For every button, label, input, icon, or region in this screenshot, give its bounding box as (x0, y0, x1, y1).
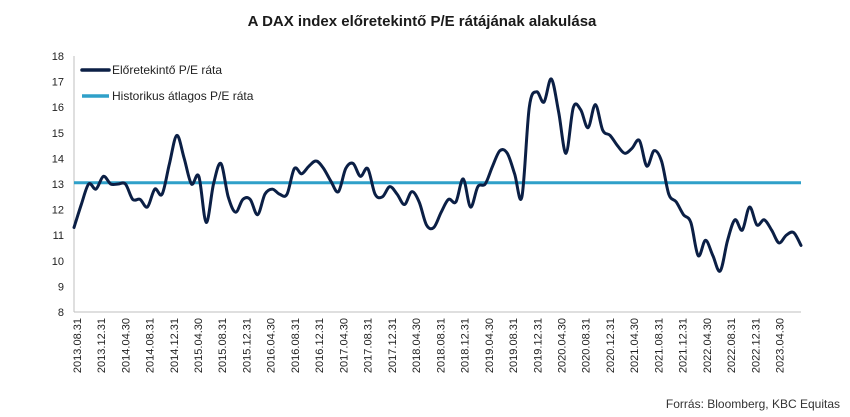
y-tick-label: 13 (52, 179, 64, 191)
x-tick-label: 2020.12.31 (605, 318, 617, 373)
x-tick-label: 2018.04.30 (411, 318, 423, 373)
x-tick-label: 2015.12.31 (241, 318, 253, 373)
x-tick-label: 2019.04.30 (484, 318, 496, 373)
legend-label-forward-pe: Előretekintő P/E ráta (112, 63, 222, 77)
x-tick-label: 2017.04.30 (338, 318, 350, 373)
x-tick-label: 2018.08.31 (435, 318, 447, 373)
x-tick-label: 2015.08.31 (217, 318, 229, 373)
x-tick-label: 2017.08.31 (363, 318, 375, 373)
x-tick-label: 2023.04.30 (775, 318, 787, 373)
x-tick-label: 2013.12.31 (96, 318, 108, 373)
series-line-forward-pe (72, 77, 803, 273)
x-tick-label: 2016.08.31 (290, 318, 302, 373)
y-tick-label: 12 (52, 205, 64, 217)
x-tick-label: 2022.12.31 (750, 318, 762, 373)
x-tick-label: 2018.12.31 (460, 318, 472, 373)
x-tick-label: 2016.04.30 (266, 318, 278, 373)
y-tick-label: 11 (53, 230, 64, 242)
x-tick-label: 2021.04.30 (629, 318, 641, 373)
legend-label-historical-avg: Historikus átlagos P/E ráta (112, 89, 254, 103)
y-tick-label: 9 (58, 281, 64, 293)
x-tick-label: 2013.08.31 (72, 318, 84, 373)
y-tick-label: 15 (52, 128, 64, 140)
x-tick-label: 2019.08.31 (508, 318, 520, 373)
x-tick-label: 2016.12.31 (314, 318, 326, 373)
x-tick-label: 2014.08.31 (145, 318, 157, 373)
x-tick-label: 2022.08.31 (726, 318, 738, 373)
x-tick-label: 2017.12.31 (387, 318, 399, 373)
x-tick-label: 2014.12.31 (169, 318, 181, 373)
legend: Előretekintő P/E ráta Historikus átlagos… (80, 63, 254, 103)
x-tick-label: 2021.12.31 (678, 318, 690, 373)
y-axis: 8 9 10 11 12 13 14 15 16 17 18 (52, 51, 75, 319)
y-tick-label: 17 (52, 77, 64, 89)
chart-title: A DAX index előretekintő P/E rátájának a… (248, 13, 597, 30)
y-tick-label: 14 (52, 153, 64, 165)
source-note: Forrás: Bloomberg, KBC Equitas (666, 397, 840, 411)
x-tick-label: 2020.04.30 (557, 318, 569, 373)
y-tick-label: 10 (52, 256, 64, 268)
x-tick-label: 2020.08.31 (581, 318, 593, 373)
plot-area (72, 77, 803, 273)
x-tick-label: 2022.04.30 (702, 318, 714, 373)
x-tick-label: 2019.12.31 (532, 318, 544, 373)
y-tick-label: 18 (52, 51, 64, 63)
y-tick-label: 16 (52, 102, 64, 114)
x-tick-label: 2014.04.30 (120, 318, 132, 373)
x-tick-label: 2015.04.30 (193, 318, 205, 373)
x-axis: 2013.08.31 2013.12.31 2014.04.30 2014.08.31… (72, 311, 801, 373)
x-tick-label: 2021.08.31 (653, 318, 665, 373)
y-tick-label: 8 (58, 307, 64, 319)
